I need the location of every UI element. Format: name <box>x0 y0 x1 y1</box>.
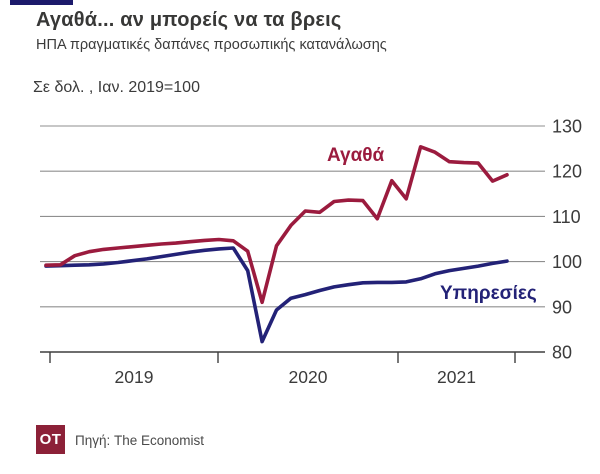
brand-accent-bar <box>10 0 73 5</box>
ot-logo-text: OT <box>39 431 62 448</box>
chart-subtitle: ΗΠΑ πραγματικές δαπάνες προσωπικής καταν… <box>36 37 387 53</box>
y-tick-label: 100 <box>552 252 582 272</box>
units-label: Σε δολ. , Ιαν. 2019=100 <box>33 79 200 96</box>
goods-line <box>44 144 509 305</box>
x-tick-label: 2020 <box>289 367 328 387</box>
y-tick-label: 90 <box>552 297 572 317</box>
ot-logo: OT <box>36 425 65 454</box>
chart-title: Αγαθά... αν μπορείς να τα βρεις <box>36 9 342 31</box>
y-tick-label: 80 <box>552 343 572 363</box>
x-tick-label: 2019 <box>115 367 154 387</box>
x-tick-label: 2021 <box>437 367 476 387</box>
y-tick-label: 120 <box>552 162 582 182</box>
source-label: Πηγή: The Economist <box>75 433 205 448</box>
y-tick-label: 130 <box>552 117 582 137</box>
services-label: Υπηρεσίες <box>440 283 537 304</box>
line-chart: 80 90 100 110 120 130 2019 2020 2021 Αγαθά Υπηρεσί… <box>40 117 582 387</box>
services-line <box>44 246 509 344</box>
y-tick-label: 110 <box>552 207 581 227</box>
goods-label: Αγαθά <box>327 145 385 166</box>
